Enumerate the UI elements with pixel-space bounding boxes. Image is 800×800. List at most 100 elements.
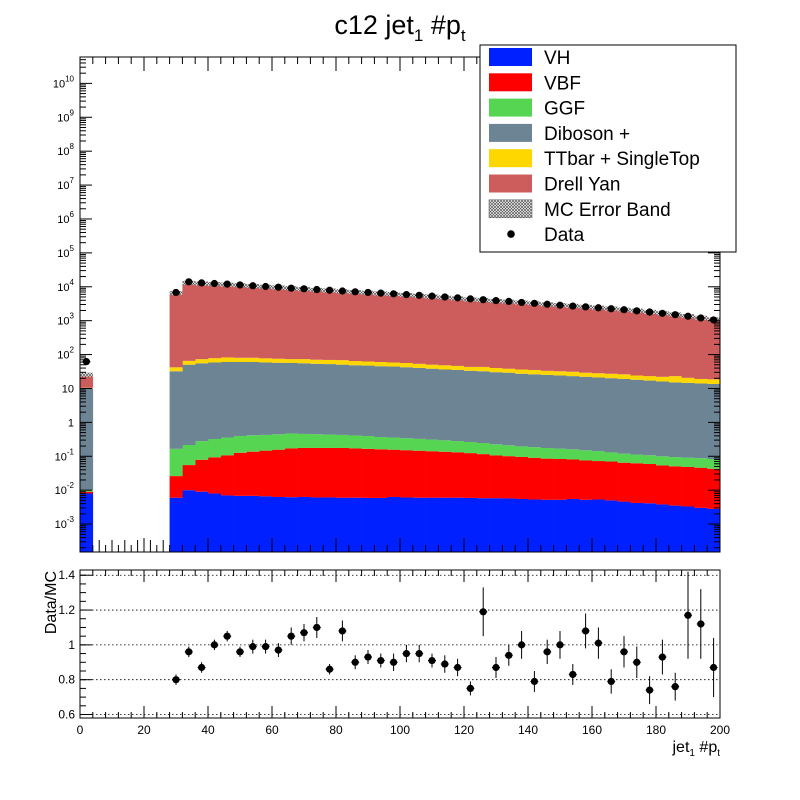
bar-drell-yan-46 [668,314,682,377]
data-point-22 [364,288,372,297]
bar-ggf-42 [617,453,631,463]
bar-ttbar-singletop-45 [656,376,670,382]
bar-vh-25 [400,497,414,552]
bar-ggf-29 [451,441,465,453]
bar-ggf-11 [220,437,234,456]
bar-vbf-28 [438,451,452,498]
bar-ggf-37 [553,448,567,459]
bar-vh-41 [604,500,618,552]
data-point-14 [262,282,270,291]
x-axis-label-sub: 1 [689,748,695,759]
bar-diboson-10 [208,362,222,440]
y-tick-label-4: 10 [62,383,74,395]
ratio-point-41 [697,620,705,628]
bar-vh-13 [246,495,260,552]
bar-ttbar-singletop-26 [412,363,426,368]
legend: VH VBF GGF Diboson + TTbar + SingleTop Drell … [479,44,737,253]
ratio-point-13 [338,627,346,635]
bar-vh-27 [425,497,439,552]
bar-ttbar-singletop-43 [630,375,644,380]
legend-label: Drell Yan [544,175,620,196]
bar-ggf-39 [579,450,593,461]
bar-vh-48 [694,507,708,552]
data-point-20 [338,287,346,295]
bar-vh-11 [220,495,234,552]
y-tick-label-13: 1010 [53,74,75,90]
data-point-23 [377,289,385,297]
bar-ttbar-singletop-7 [169,367,183,372]
bar-ttbar-singletop-38 [566,371,580,377]
bar-ggf-24 [387,437,401,450]
data-point-35 [530,299,539,307]
ratio-point-21 [441,660,449,668]
bar-ggf-32 [489,444,503,456]
bar-drell-yan-24 [387,294,401,363]
bar-ttbar-singletop-28 [438,365,452,370]
bar-ggf-18 [310,434,324,448]
bar-diboson-21 [348,365,362,436]
legend-swatch [489,123,532,142]
data-point-26 [415,291,423,299]
bar-vh-33 [502,498,516,552]
bar-ggf-12 [233,435,247,453]
bar-ttbar-singletop-21 [348,361,362,366]
data-point-40 [594,304,603,312]
x-tick-label-8: 160 [582,723,602,737]
bar-vh-38 [566,498,580,552]
bar-diboson-43 [630,379,644,455]
bar-drell-yan-26 [412,295,426,364]
bar-diboson-9 [195,363,209,442]
bar-drell-yan-48 [694,317,708,379]
bar-ttbar-singletop-9 [195,359,209,364]
bar-ggf-21 [348,435,362,449]
bar-ggf-9 [195,441,209,460]
bar-vbf-47 [681,466,695,507]
bar-ggf-27 [425,439,439,452]
x-tick-label-3: 60 [265,723,279,737]
bar-diboson-13 [246,361,260,436]
bar-ttbar-singletop-20 [336,360,350,365]
bar-ttbar-singletop-35 [528,369,542,375]
ratio-point-28 [530,677,539,686]
bar-ggf-16 [284,433,298,449]
ratio-point-25 [492,663,500,672]
bar-diboson-18 [310,363,324,435]
bar-vbf-48 [694,467,708,508]
legend-label: TTbar + SingleTop [544,149,700,170]
bar-drell-yan-10 [208,283,222,359]
bar-vh-19 [323,497,337,552]
bar-vbf-43 [630,463,644,503]
x-tick-label-0: 0 [77,723,84,737]
legend-item-mc-error-band: MC Error Band [488,199,671,221]
bar-ttbar-singletop-24 [387,362,401,367]
bar-vbf-31 [476,454,490,499]
bar-vbf-11 [220,455,234,496]
x-axis-label-main: jet [672,739,690,756]
bar-ggf-17 [297,433,311,448]
ratio-point-22 [454,663,462,672]
bar-drell-yan-29 [451,298,465,366]
bar-ttbar-singletop-42 [617,374,631,379]
bar-vh-8 [182,490,196,552]
y-tick-label-1: 10-2 [55,481,75,497]
bar-drell-yan-11 [220,284,234,358]
bar-drell-yan-34 [515,302,529,370]
legend-item-ttbar-singletop: TTbar + SingleTop [489,149,700,170]
data-point-38 [569,302,577,310]
bar-drell-yan-37 [553,305,567,372]
ratio-point-37 [646,686,654,694]
data-point-11 [223,280,231,288]
bar-drell-yan-12 [233,285,247,358]
legend-item-diboson: Diboson + [489,124,630,145]
bar-vh-17 [297,496,311,552]
bar-ttbar-singletop-14 [259,358,273,363]
series-ttbar-singletop [80,357,721,389]
bar-ggf-45 [656,456,670,466]
bar-ggf-0 [80,490,94,492]
bar-diboson-39 [579,376,593,451]
bar-ggf-20 [336,434,350,448]
bar-vh-18 [310,497,324,552]
bar-ggf-44 [643,455,657,465]
bar-diboson-40 [592,377,606,452]
